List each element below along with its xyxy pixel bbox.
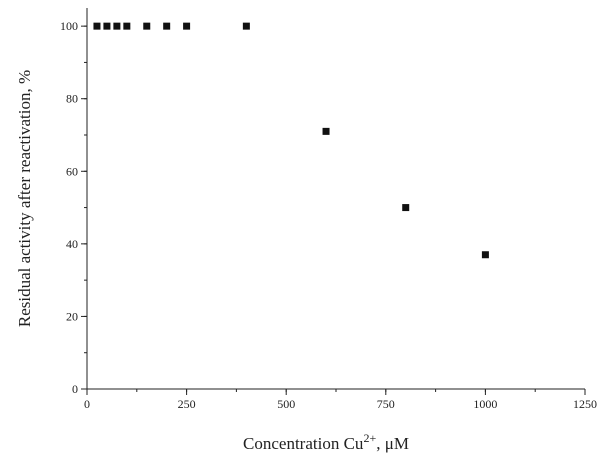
data-point [322,127,330,135]
data-point [402,204,410,212]
x-axis-label-main: Concentration Cu [243,434,364,453]
y-tick-label: 0 [72,382,78,396]
data-points [93,22,489,259]
data-point [163,22,171,30]
y-tick-label: 100 [60,19,78,33]
data-point [183,22,191,30]
y-tick-label: 80 [66,92,78,106]
y-axis-ticks: 0 20 40 60 80 100 [60,19,87,396]
x-tick-label: 1250 [573,397,597,411]
data-point [481,251,489,259]
x-axis-ticks: 0 250 500 750 1000 1250 [84,389,597,411]
y-tick-label: 60 [66,164,78,178]
x-tick-label: 1000 [473,397,497,411]
x-axis-label-unit: , μM [376,434,409,453]
x-axis-label-superscript: 2+ [363,431,376,445]
y-tick-label: 20 [66,309,78,323]
x-axis-label: Concentration Cu2+, μM [243,431,409,453]
data-point [143,22,151,30]
plot-frame [86,8,585,390]
x-tick-label: 750 [377,397,395,411]
y-axis-label: Residual activity after reactivation, % [15,70,34,327]
y-tick-label: 40 [66,237,78,251]
data-point [123,22,131,30]
x-tick-label: 250 [178,397,196,411]
data-point [242,22,250,30]
data-point [103,22,111,30]
data-point [93,22,101,30]
data-point [113,22,121,30]
x-tick-label: 0 [84,397,90,411]
x-tick-label: 500 [277,397,295,411]
